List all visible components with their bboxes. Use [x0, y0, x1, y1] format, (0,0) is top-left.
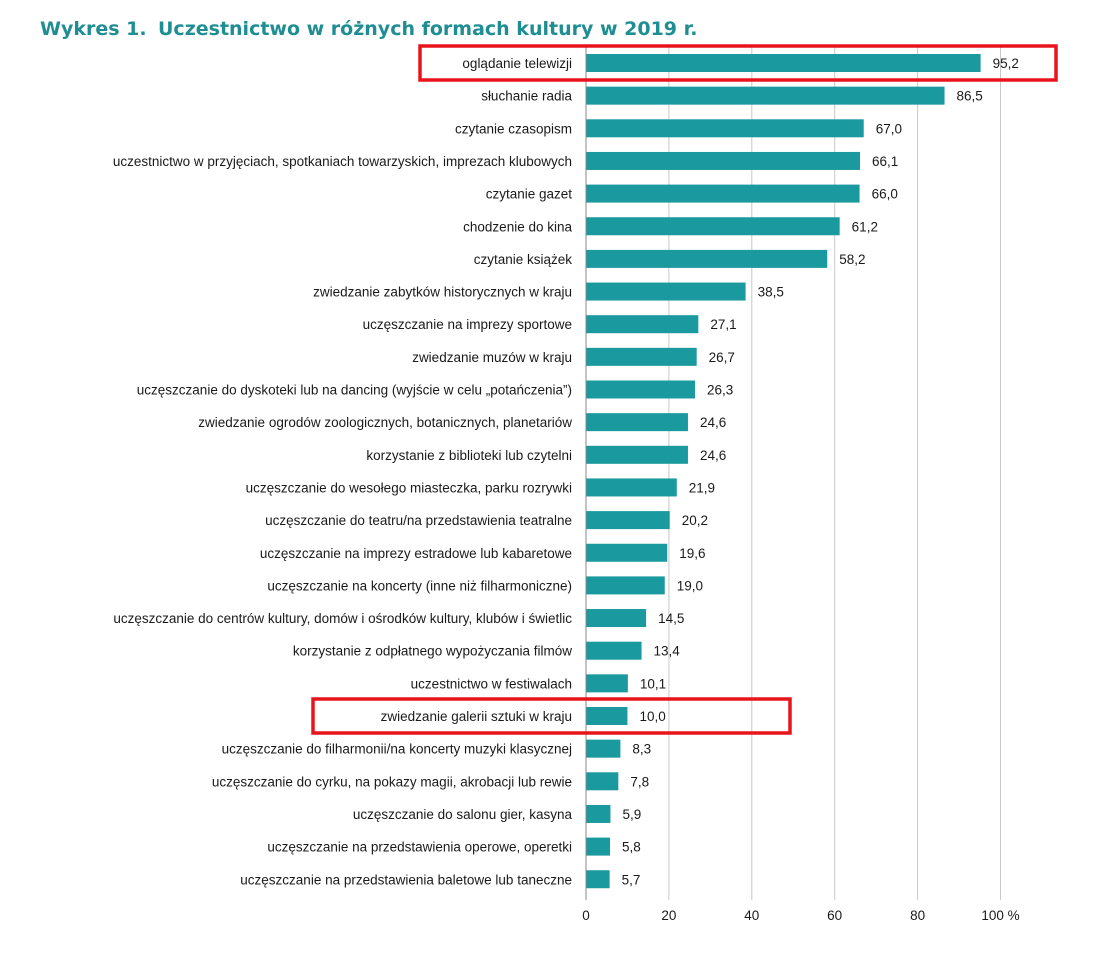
- bar: [586, 511, 670, 530]
- bar: [586, 86, 945, 105]
- figure-label: Wykres 1.: [40, 18, 147, 40]
- data-label: 20,2: [682, 513, 708, 528]
- x-tick-label: 40: [744, 908, 759, 923]
- category-label: uczestnictwo w festiwalach: [411, 676, 572, 691]
- bar: [586, 707, 628, 725]
- bar: [586, 772, 619, 791]
- data-label: 27,1: [710, 317, 736, 332]
- bar: [586, 804, 611, 823]
- bar: [586, 282, 746, 301]
- category-label: czytanie czasopism: [455, 121, 572, 136]
- category-label: uczęszczanie do salonu gier, kasyna: [353, 807, 573, 822]
- data-label: 10,1: [640, 676, 666, 691]
- bar: [586, 413, 688, 432]
- data-label: 26,7: [709, 350, 735, 365]
- category-label: korzystanie z biblioteki lub czytelni: [366, 448, 572, 463]
- bar: [586, 674, 628, 693]
- data-label: 24,6: [700, 415, 726, 430]
- data-label: 19,0: [677, 578, 703, 593]
- bar: [586, 119, 864, 138]
- category-label: uczęszczanie do wesołego miasteczka, par…: [246, 480, 572, 495]
- highlight-box: [311, 697, 792, 735]
- x-tick-label: 100 %: [981, 908, 1019, 923]
- data-label: 58,2: [839, 252, 865, 267]
- category-label: uczęszczanie do filharmonii/na koncerty …: [222, 742, 572, 757]
- data-label: 26,3: [707, 383, 733, 398]
- bar: [586, 54, 981, 72]
- bar: [586, 609, 647, 628]
- data-label: 10,0: [639, 709, 665, 724]
- category-label: uczęszczanie na imprezy sportowe: [363, 317, 572, 332]
- data-label: 66,1: [872, 154, 898, 169]
- highlight-box: [418, 44, 1058, 82]
- x-tick-label: 0: [582, 908, 590, 923]
- data-label: 21,9: [689, 480, 715, 495]
- category-label: uczęszczanie na imprezy estradowe lub ka…: [260, 546, 572, 561]
- chart-title: Uczestnictwo w różnych formach kultury w…: [158, 18, 698, 40]
- bar: [586, 837, 611, 856]
- category-label: uczęszczanie na przedstawienia baletowe …: [240, 872, 572, 887]
- data-label: 61,2: [852, 219, 878, 234]
- category-label: uczęszczanie do teatru/na przedstawienia…: [265, 513, 572, 528]
- category-label: zwiedzanie muzów w kraju: [412, 350, 572, 365]
- data-label: 38,5: [758, 285, 784, 300]
- bar: [586, 315, 699, 334]
- data-label: 95,2: [993, 56, 1019, 71]
- bar: [586, 347, 697, 366]
- category-label: uczęszczanie do centrów kultury, domów i…: [113, 611, 572, 626]
- x-tick-label: 80: [910, 908, 925, 923]
- data-label: 14,5: [658, 611, 684, 626]
- x-tick-label: 20: [661, 908, 676, 923]
- data-label: 8,3: [632, 742, 651, 757]
- category-label: uczęszczanie do dyskoteki lub na dancing…: [137, 383, 572, 398]
- data-label: 24,6: [700, 448, 726, 463]
- category-label: zwiedzanie ogrodów zoologicznych, botani…: [198, 415, 572, 430]
- data-label: 86,5: [957, 89, 983, 104]
- bar: [586, 184, 860, 203]
- data-label: 5,9: [622, 807, 641, 822]
- category-label: uczęszczanie na przedstawienia operowe, …: [267, 840, 572, 855]
- category-label: korzystanie z odpłatnego wypożyczania fi…: [293, 644, 572, 659]
- bar: [586, 576, 665, 595]
- category-label: uczęszczanie na koncerty (inne niż filha…: [267, 578, 572, 593]
- bar: [586, 217, 840, 236]
- bar: [586, 739, 621, 758]
- category-label: chodzenie do kina: [463, 219, 572, 234]
- bar: [586, 380, 696, 399]
- bar: [586, 151, 860, 170]
- data-label: 66,0: [872, 187, 898, 202]
- category-label: oglądanie telewizji: [462, 56, 572, 71]
- category-label: słuchanie radia: [481, 89, 572, 104]
- bar: [586, 445, 688, 464]
- bar: [586, 870, 610, 889]
- data-label: 5,7: [622, 872, 641, 887]
- data-label: 13,4: [654, 644, 681, 659]
- category-label: uczęszczanie do cyrku, na pokazy magii, …: [212, 774, 572, 789]
- bar: [586, 478, 677, 497]
- bar: [586, 543, 668, 562]
- category-label: czytanie książek: [474, 252, 573, 267]
- bar: [586, 249, 828, 268]
- data-label: 5,8: [622, 840, 641, 855]
- category-label: zwiedzanie zabytków historycznych w kraj…: [313, 285, 572, 300]
- data-label: 7,8: [630, 774, 649, 789]
- data-label: 19,6: [679, 546, 705, 561]
- category-label: czytanie gazet: [486, 187, 573, 202]
- category-label: uczestnictwo w przyjęciach, spotkaniach …: [113, 154, 572, 169]
- x-tick-label: 60: [827, 908, 842, 923]
- category-label: zwiedzanie galerii sztuki w kraju: [381, 709, 572, 724]
- data-label: 67,0: [876, 121, 902, 136]
- bar: [586, 641, 642, 660]
